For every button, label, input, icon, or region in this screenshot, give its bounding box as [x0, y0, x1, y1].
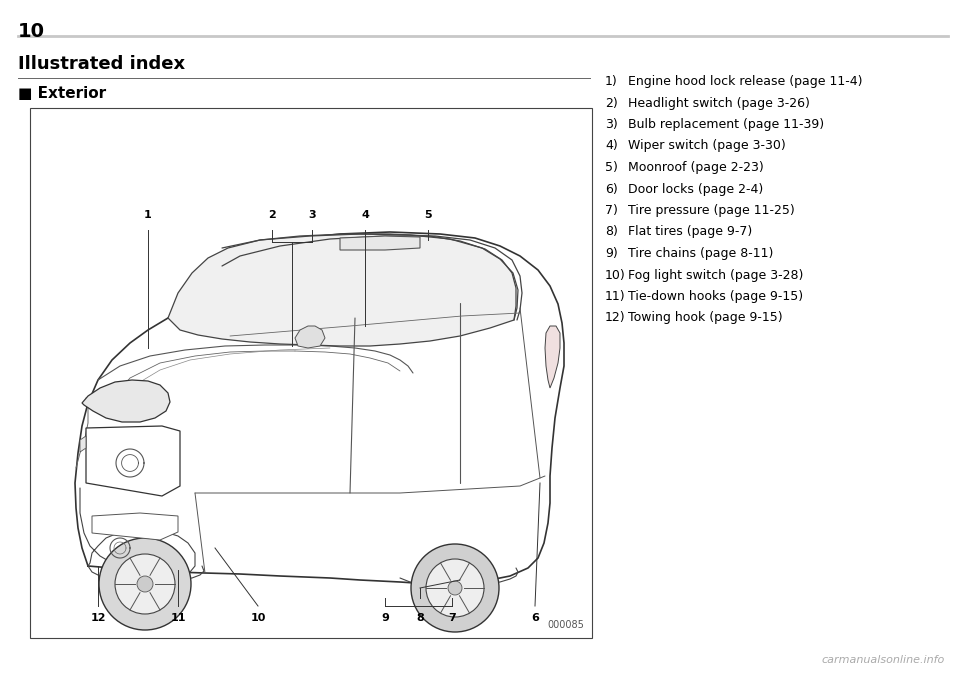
- Text: Towing hook (page 9-15): Towing hook (page 9-15): [628, 311, 782, 325]
- Text: 4: 4: [361, 210, 369, 220]
- Text: 000085: 000085: [547, 620, 584, 630]
- Text: 11: 11: [170, 613, 185, 623]
- Polygon shape: [86, 426, 180, 496]
- Text: 11): 11): [605, 290, 626, 303]
- Text: 6): 6): [605, 182, 617, 195]
- Text: Bulb replacement (page 11-39): Bulb replacement (page 11-39): [628, 118, 824, 131]
- Text: Illustrated index: Illustrated index: [18, 55, 185, 73]
- Text: 12): 12): [605, 311, 626, 325]
- Text: 2: 2: [268, 210, 276, 220]
- Text: 7): 7): [605, 204, 618, 217]
- Text: Engine hood lock release (page 11-4): Engine hood lock release (page 11-4): [628, 75, 862, 88]
- Polygon shape: [82, 380, 170, 422]
- Text: 1): 1): [605, 75, 617, 88]
- Polygon shape: [92, 513, 178, 540]
- Text: Tire chains (page 8-11): Tire chains (page 8-11): [628, 247, 774, 260]
- Text: 5: 5: [424, 210, 432, 220]
- Text: 7: 7: [448, 613, 456, 623]
- Text: Fog light switch (page 3-28): Fog light switch (page 3-28): [628, 268, 804, 281]
- Bar: [30, 108, 592, 638]
- Text: 10: 10: [18, 22, 45, 41]
- Text: carmanualsonline.info: carmanualsonline.info: [822, 655, 945, 665]
- Text: 3): 3): [605, 118, 617, 131]
- Text: 8: 8: [416, 613, 424, 623]
- Text: ■ Exterior: ■ Exterior: [18, 86, 107, 101]
- Polygon shape: [168, 234, 516, 346]
- Text: Headlight switch (page 3-26): Headlight switch (page 3-26): [628, 96, 810, 110]
- Text: 4): 4): [605, 140, 617, 153]
- Text: 2): 2): [605, 96, 617, 110]
- Text: 10: 10: [251, 613, 266, 623]
- Polygon shape: [80, 436, 86, 452]
- Text: 3: 3: [308, 210, 316, 220]
- Circle shape: [448, 581, 462, 595]
- Text: Moonroof (page 2-23): Moonroof (page 2-23): [628, 161, 764, 174]
- Text: 6: 6: [531, 613, 539, 623]
- Text: Door locks (page 2-4): Door locks (page 2-4): [628, 182, 763, 195]
- Circle shape: [426, 559, 484, 617]
- Text: 8): 8): [605, 226, 618, 239]
- Text: 1: 1: [144, 210, 152, 220]
- Text: 9: 9: [381, 613, 389, 623]
- Text: Tie-down hooks (page 9-15): Tie-down hooks (page 9-15): [628, 290, 804, 303]
- Text: 9): 9): [605, 247, 617, 260]
- Text: Flat tires (page 9-7): Flat tires (page 9-7): [628, 226, 753, 239]
- Circle shape: [99, 538, 191, 630]
- Text: 12: 12: [90, 613, 106, 623]
- Circle shape: [137, 576, 153, 592]
- Polygon shape: [295, 326, 325, 348]
- Text: Tire pressure (page 11-25): Tire pressure (page 11-25): [628, 204, 795, 217]
- Polygon shape: [340, 236, 420, 250]
- Circle shape: [411, 544, 499, 632]
- Text: Wiper switch (page 3-30): Wiper switch (page 3-30): [628, 140, 785, 153]
- Text: 10): 10): [605, 268, 626, 281]
- Polygon shape: [545, 326, 560, 388]
- Circle shape: [115, 554, 175, 614]
- Text: 5): 5): [605, 161, 618, 174]
